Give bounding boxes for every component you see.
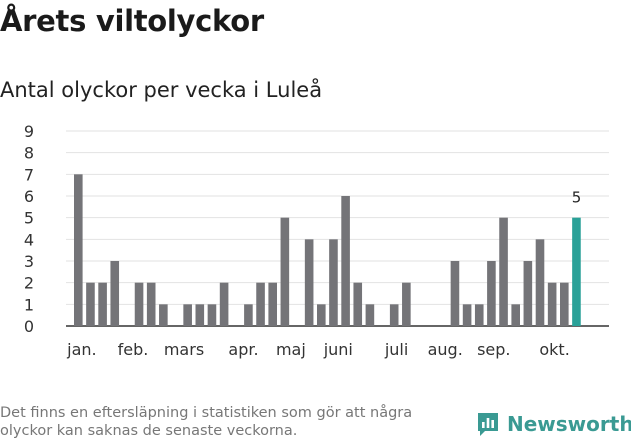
- x-month-label: maj: [276, 340, 306, 359]
- bar: [86, 282, 95, 326]
- bar: [389, 304, 399, 326]
- bar: [134, 282, 144, 326]
- y-tick-label: 2: [24, 274, 34, 293]
- bar: [159, 304, 168, 326]
- bar: [304, 239, 314, 326]
- bar: [207, 304, 217, 326]
- y-tick-label: 8: [24, 144, 34, 163]
- x-month-label: juni: [323, 340, 353, 359]
- highlight-data-label: 5: [572, 189, 582, 207]
- x-axis-month-labels: jan. feb. mars apr. maj juni juli aug. sep. okt.: [66, 340, 570, 359]
- bar: [560, 282, 569, 326]
- chart-subtitle: Antal olyckor per vecka i Luleå: [0, 78, 323, 102]
- bar: [146, 282, 156, 326]
- bar: [74, 174, 83, 326]
- data-labels: 5: [572, 189, 582, 207]
- bar: [183, 304, 192, 326]
- x-month-label: mars: [164, 340, 204, 359]
- bar: [523, 261, 533, 326]
- x-month-label: feb.: [118, 340, 149, 359]
- bars: [74, 174, 581, 326]
- x-month-label: apr.: [228, 340, 258, 359]
- bar: [499, 217, 508, 326]
- bar: [110, 261, 120, 326]
- y-tick-label: 9: [24, 122, 34, 141]
- footnote: Det finns en eftersläpning i statistiken…: [0, 405, 413, 439]
- bar: [487, 261, 496, 326]
- y-tick-label: 4: [24, 230, 34, 249]
- y-tick-label: 6: [24, 187, 34, 206]
- newsworthy-brand[interactable]: Newsworthy: [476, 408, 631, 440]
- x-month-label: okt.: [539, 340, 569, 359]
- bar: [450, 261, 460, 326]
- bar: [329, 239, 338, 326]
- bar: [256, 282, 265, 326]
- y-tick-label: 1: [24, 295, 34, 314]
- bar: [462, 304, 472, 326]
- bar: [280, 217, 290, 326]
- x-month-label: aug.: [428, 340, 463, 359]
- chart-title: Årets viltolyckor: [0, 4, 264, 38]
- bar: [317, 304, 326, 326]
- brand-name: Newsworthy: [507, 412, 631, 436]
- x-month-label: sep.: [477, 340, 510, 359]
- bar: [341, 196, 350, 326]
- y-tick-label: 5: [24, 209, 34, 228]
- y-tick-label: 3: [24, 252, 34, 271]
- bar-highlight: [572, 217, 581, 326]
- y-axis-ticks: 0 1 2 3 4 5 6 7 8 9: [24, 122, 34, 336]
- bar: [195, 304, 205, 326]
- newsworthy-logo-icon: [478, 413, 498, 436]
- bar: [365, 304, 375, 326]
- x-month-label: juli: [384, 340, 408, 359]
- bar: [98, 282, 107, 326]
- bar: [535, 239, 545, 326]
- y-tick-label: 7: [24, 165, 34, 184]
- weekly-accidents-bar-chart: 0 1 2 3 4 5 6 7 8 9 jan. feb. mars apr. maj juni juli au…: [24, 122, 609, 359]
- bar: [511, 304, 520, 326]
- bar: [219, 282, 229, 326]
- bar: [353, 282, 363, 326]
- y-tick-label: 0: [24, 317, 34, 336]
- bar: [474, 304, 484, 326]
- bar: [268, 282, 277, 326]
- bar: [402, 282, 411, 326]
- bar: [547, 282, 557, 326]
- bar: [244, 304, 253, 326]
- x-month-label: jan.: [66, 340, 96, 359]
